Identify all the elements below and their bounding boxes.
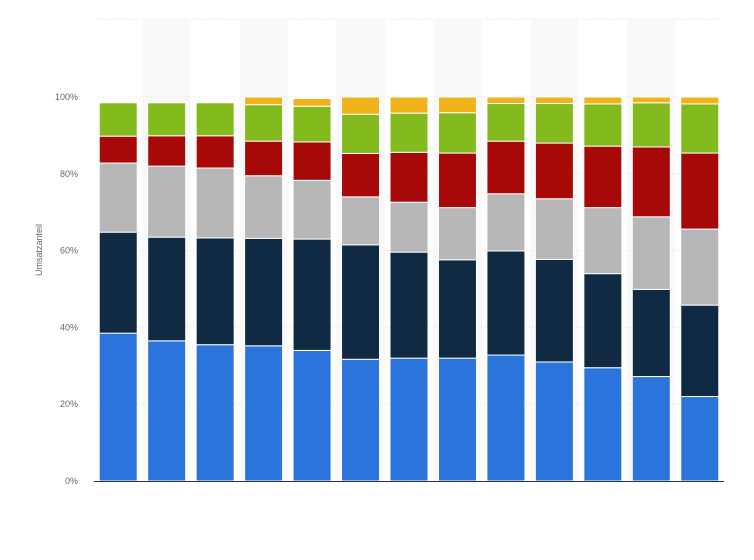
bar-segment-6 — [341, 96, 381, 115]
bar-segment-2 — [583, 273, 623, 369]
bar-segment-2 — [292, 238, 332, 351]
bar-segment-1 — [341, 358, 381, 482]
bar-segment-4 — [389, 151, 429, 203]
y-tick-label: 0% — [65, 476, 78, 486]
bar-segment-5 — [98, 102, 138, 137]
y-tick-label: 20% — [60, 399, 78, 409]
bar-segment-1 — [486, 354, 526, 482]
bar-segment-5 — [195, 102, 235, 137]
bar-segment-1 — [147, 340, 187, 482]
bar-segment-4 — [147, 135, 187, 167]
bar-segment-2 — [631, 288, 671, 378]
bar-segment-5 — [341, 113, 381, 154]
bar-segment-3 — [341, 196, 381, 246]
bar-segment-4 — [98, 135, 138, 164]
bars — [98, 96, 720, 482]
bar-segment-6 — [292, 98, 332, 107]
bar-segment-1 — [195, 344, 235, 482]
bar-segment-3 — [195, 167, 235, 239]
bar-segment-1 — [98, 332, 138, 482]
bar-segment-2 — [437, 259, 477, 359]
bar-segment-4 — [534, 142, 574, 200]
bar-segment-6 — [680, 96, 720, 105]
bar-segment-6 — [534, 96, 574, 105]
bar-segment-4 — [680, 152, 720, 230]
bar-segment-1 — [583, 367, 623, 482]
bar-segment-3 — [147, 165, 187, 238]
bar-segment-2 — [341, 244, 381, 360]
bar-segment-6 — [389, 96, 429, 114]
bar-segment-2 — [98, 231, 138, 334]
bar-segment-3 — [583, 207, 623, 275]
bar-segment-3 — [98, 162, 138, 233]
bar-segment-3 — [292, 179, 332, 240]
bar-segment-1 — [680, 396, 720, 482]
bar-segment-3 — [486, 193, 526, 252]
y-tick-label: 100% — [55, 92, 78, 102]
bar-segment-6 — [486, 96, 526, 105]
bar-segment-6 — [583, 96, 623, 105]
bar-segment-5 — [583, 103, 623, 147]
bar-segment-2 — [244, 237, 284, 347]
bar-segment-4 — [195, 135, 235, 169]
bar-segment-2 — [486, 250, 526, 356]
bar-segment-1 — [292, 349, 332, 482]
bar-segment-5 — [147, 102, 187, 137]
bar-segment-3 — [244, 175, 284, 239]
y-tick-labels: 0% 20% 40% 60% 80% 100% — [55, 92, 78, 486]
bar-segment-3 — [680, 228, 720, 306]
bar-segment-5 — [486, 103, 526, 142]
bar-segment-1 — [437, 357, 477, 482]
bar-segment-3 — [534, 198, 574, 260]
bar-segment-4 — [437, 152, 477, 209]
bar-segment-1 — [244, 345, 284, 482]
bar-segment-1 — [389, 357, 429, 482]
bar-segment-4 — [583, 145, 623, 209]
y-tick-label: 40% — [60, 322, 78, 332]
bar-segment-5 — [292, 105, 332, 143]
bar-segment-1 — [631, 376, 671, 482]
bar-segment-5 — [631, 102, 671, 148]
bar-segment-4 — [292, 141, 332, 181]
bar-segment-2 — [195, 237, 235, 346]
bar-segment-5 — [437, 112, 477, 154]
bar-segment-2 — [534, 258, 574, 363]
bar-segment-2 — [389, 251, 429, 359]
bar-segment-5 — [244, 104, 284, 142]
bar-segment-4 — [341, 152, 381, 198]
bar-segment-3 — [389, 201, 429, 253]
y-tick-label: 80% — [60, 169, 78, 179]
bar-segment-5 — [389, 112, 429, 153]
bar-segment-1 — [534, 361, 574, 482]
y-tick-label: 60% — [60, 246, 78, 256]
y-axis-title: Umsatzanteil — [34, 224, 44, 276]
bar-segment-5 — [534, 103, 574, 144]
bar-segment-3 — [437, 207, 477, 261]
bar-segment-4 — [486, 140, 526, 195]
bar-segment-6 — [631, 96, 671, 104]
bar-segment-4 — [244, 140, 284, 177]
bar-segment-2 — [680, 304, 720, 398]
bar-segment-6 — [244, 96, 284, 106]
bar-segment-4 — [631, 146, 671, 218]
bar-segment-5 — [680, 103, 720, 154]
bar-segment-6 — [437, 96, 477, 114]
bar-segment-3 — [631, 216, 671, 290]
bar-segment-2 — [147, 236, 187, 342]
